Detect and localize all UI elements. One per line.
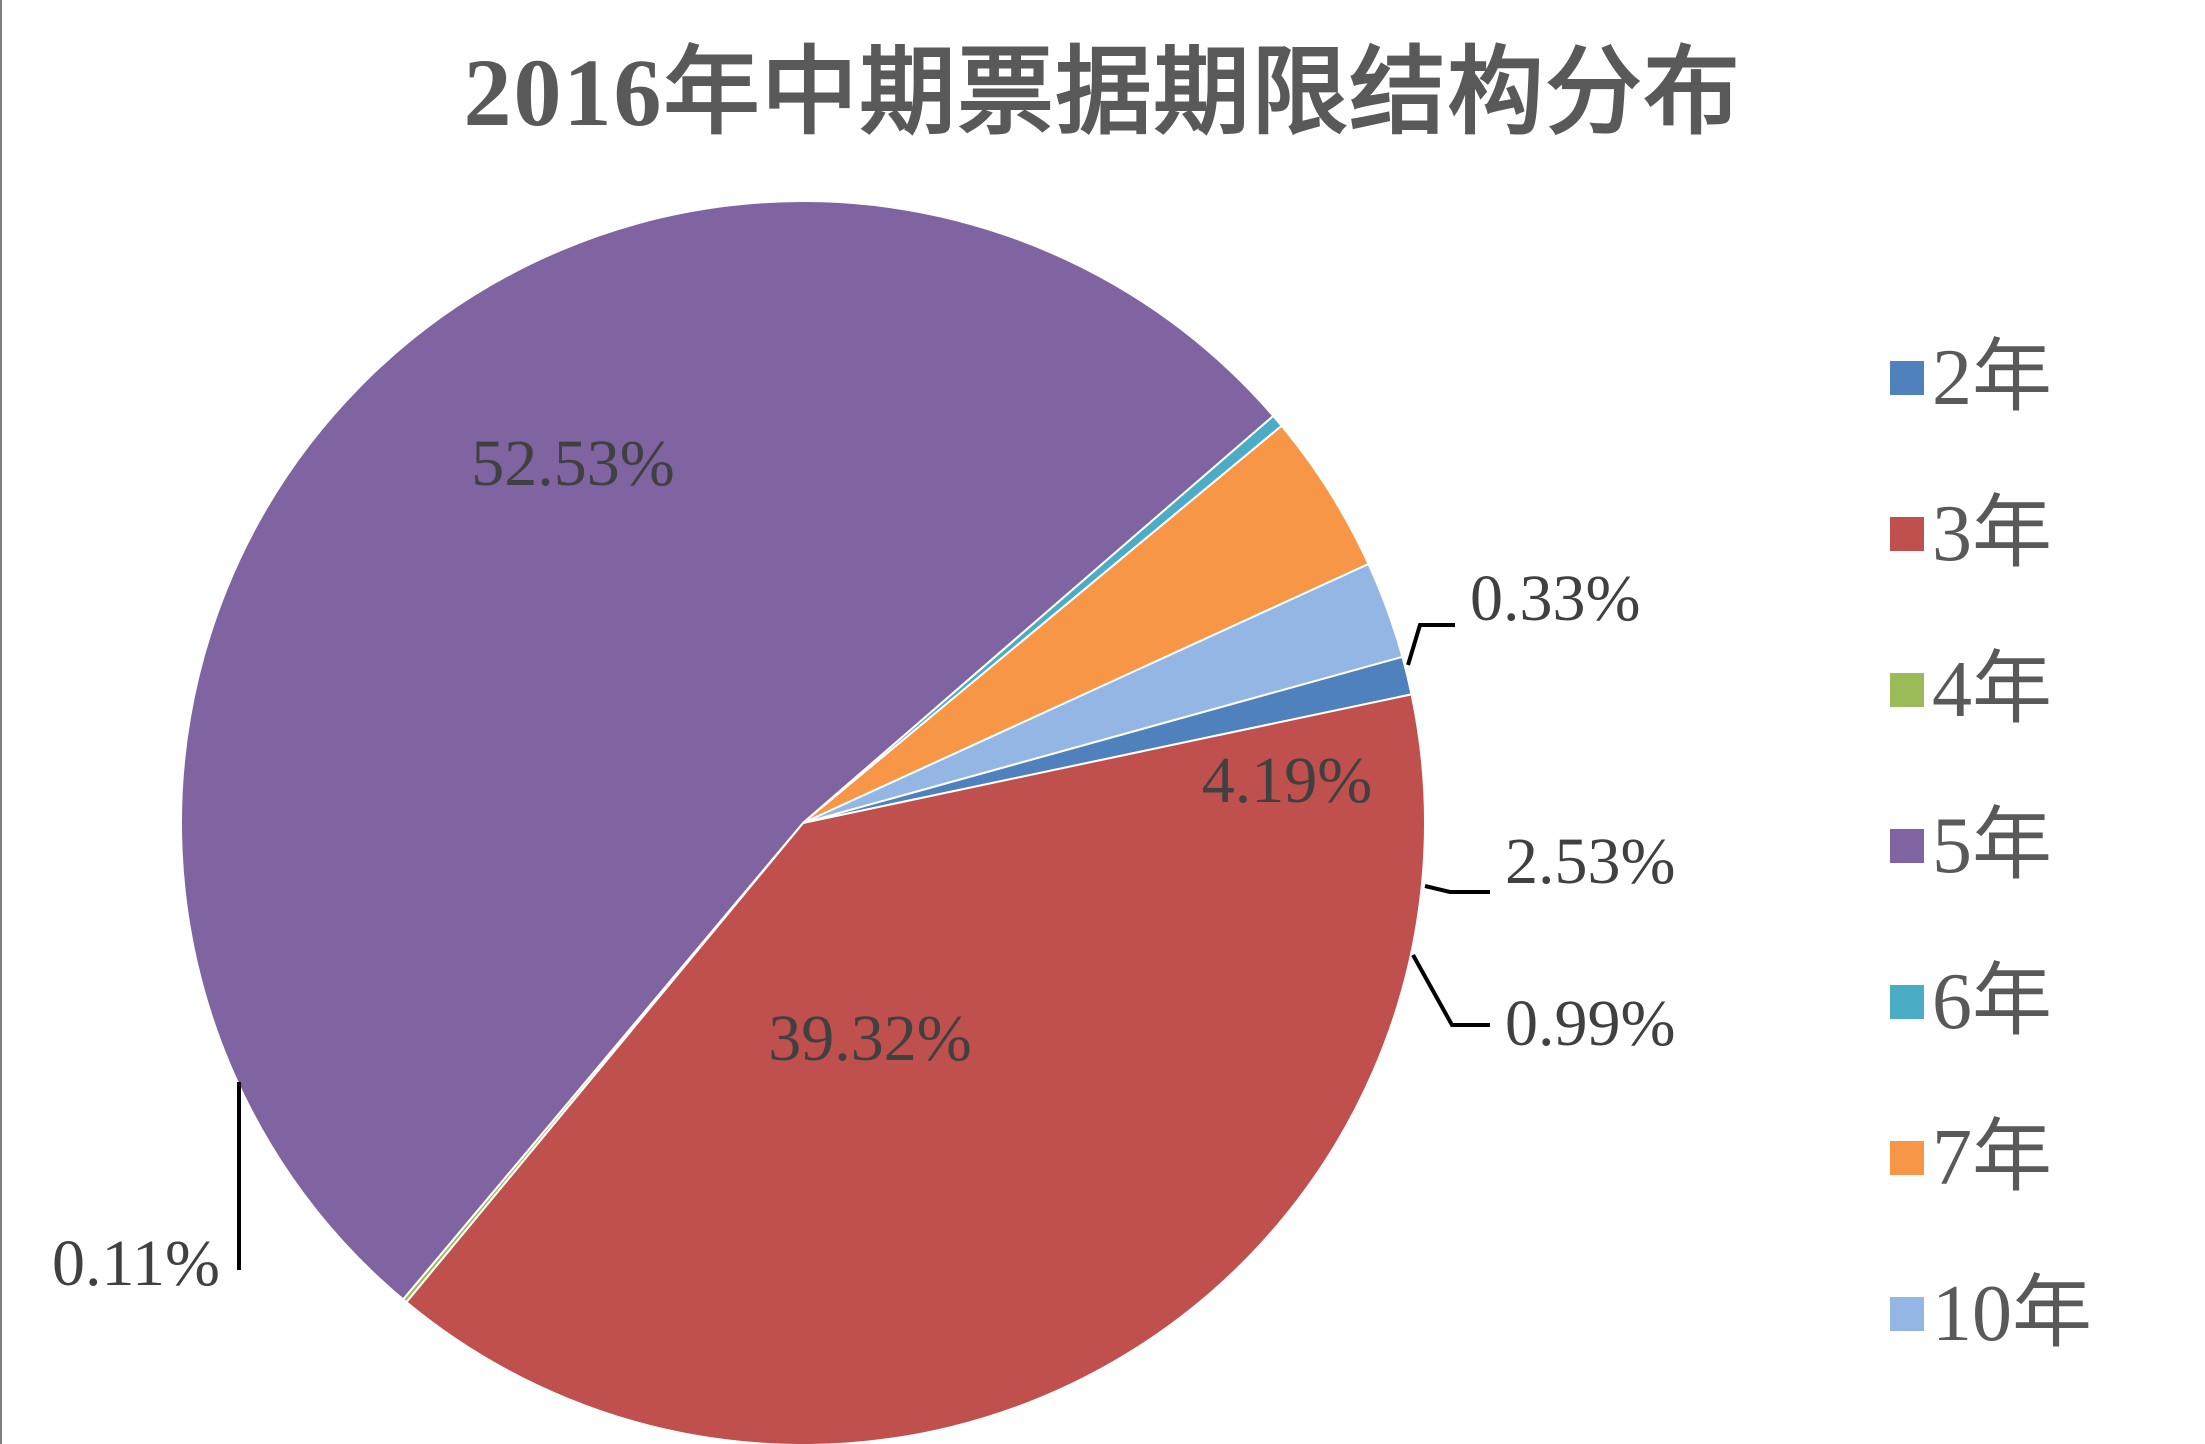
data-label-6年: 0.33% — [1470, 562, 1640, 635]
legend-swatch — [1890, 985, 1924, 1019]
chart-legend: 2年 3年 4年 5年 6年 7年 10年 — [1890, 300, 2190, 1392]
legend-swatch — [1890, 361, 1924, 395]
left-border — [0, 0, 2, 1444]
legend-label: 7年 — [1932, 1114, 2052, 1202]
legend-swatch — [1890, 1141, 1924, 1175]
legend-label: 5年 — [1932, 802, 2052, 890]
legend-swatch — [1890, 517, 1924, 551]
data-label-7年: 4.19% — [1202, 744, 1372, 817]
pie-slice-3年 — [404, 693, 1426, 1444]
pie-slice-5年 — [179, 200, 1275, 1301]
data-labels: 0.99% 39.32% 0.11% 52.53% 0.33% 4.19% 2.53% — [52, 427, 1676, 1300]
pie-slices — [179, 200, 1426, 1444]
legend-label: 3年 — [1932, 490, 2052, 578]
legend-swatch — [1890, 673, 1924, 707]
legend-item: 3年 — [1890, 456, 2190, 612]
legend-label: 10年 — [1932, 1270, 2092, 1358]
legend-item: 6年 — [1890, 924, 2190, 1080]
data-label-2年: 0.99% — [1505, 987, 1675, 1060]
legend-item: 5年 — [1890, 768, 2190, 924]
leader-line-2年 — [1411, 954, 1490, 1027]
data-label-3年: 39.32% — [768, 1002, 971, 1075]
data-label-10年: 2.53% — [1505, 825, 1675, 898]
legend-item: 2年 — [1890, 300, 2190, 456]
data-label-5年: 52.53% — [471, 427, 674, 500]
chart-title: 2016年中期票据期限结构分布 — [463, 39, 1742, 146]
pie-slice-10年 — [802, 562, 1404, 824]
legend-label: 2年 — [1932, 334, 2052, 422]
legend-swatch — [1890, 829, 1924, 863]
data-label-4年: 0.11% — [52, 1227, 220, 1300]
legend-item: 7年 — [1890, 1080, 2190, 1236]
leader-line-6年 — [1406, 623, 1455, 666]
legend-label: 6年 — [1932, 958, 2052, 1046]
leader-line-10年 — [1424, 884, 1490, 894]
legend-swatch — [1890, 1297, 1924, 1331]
leader-lines — [237, 623, 1490, 1270]
legend-label: 4年 — [1932, 646, 2052, 734]
legend-item: 4年 — [1890, 612, 2190, 768]
legend-item: 10年 — [1890, 1236, 2190, 1392]
